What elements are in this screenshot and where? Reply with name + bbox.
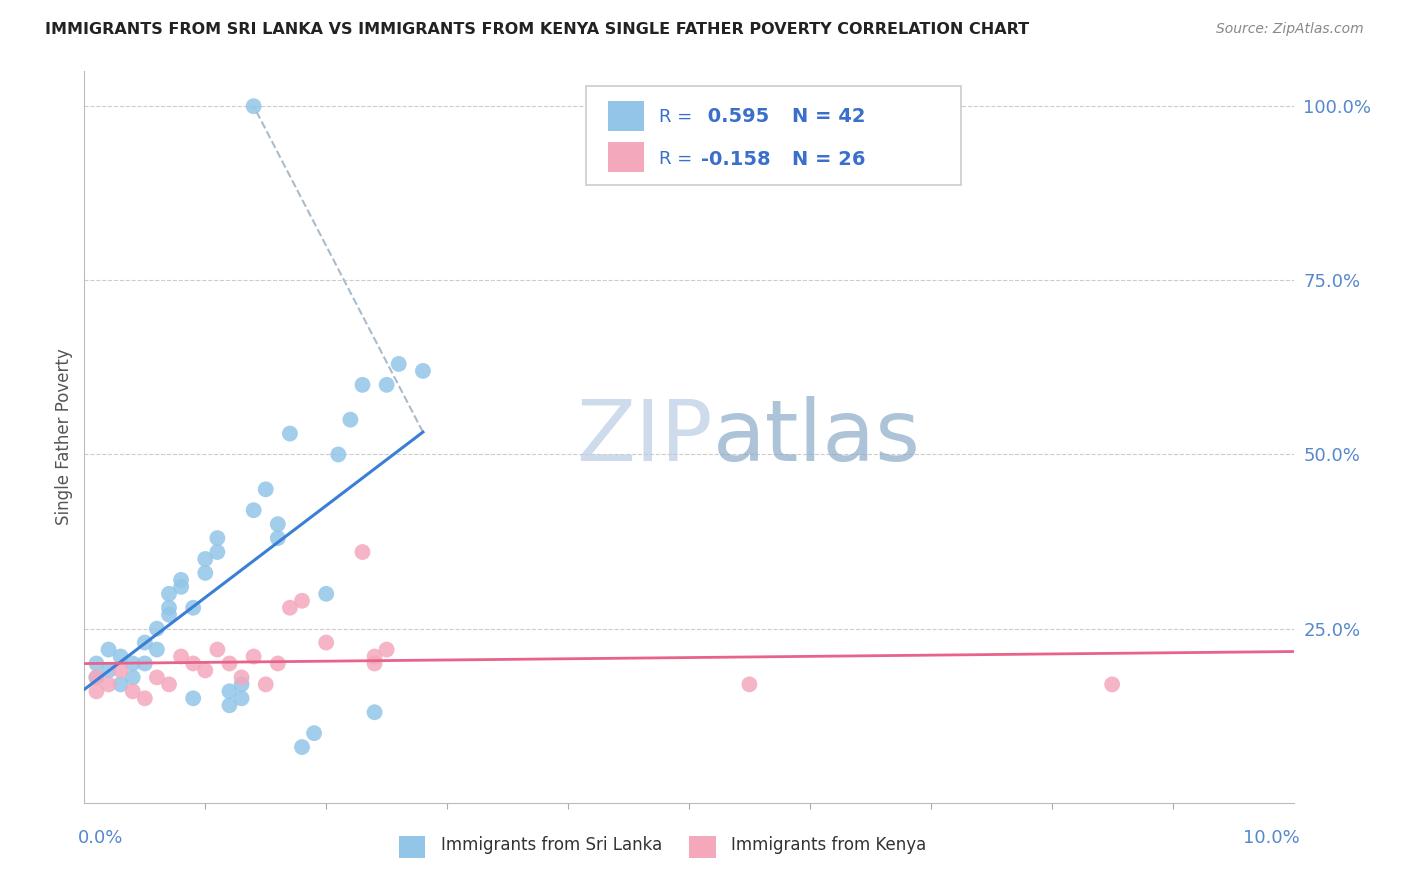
Point bbox=[231, 670, 253, 684]
Point bbox=[194, 552, 217, 566]
Point bbox=[339, 412, 361, 426]
Point bbox=[315, 587, 337, 601]
Point bbox=[291, 594, 314, 608]
Point bbox=[86, 670, 108, 684]
Point bbox=[328, 448, 350, 462]
Point bbox=[146, 642, 169, 657]
Text: Immigrants from Sri Lanka: Immigrants from Sri Lanka bbox=[441, 836, 662, 855]
Point bbox=[738, 677, 761, 691]
Point bbox=[97, 677, 120, 691]
Point bbox=[278, 600, 301, 615]
Point bbox=[388, 357, 411, 371]
Point bbox=[267, 517, 290, 532]
Point bbox=[170, 580, 193, 594]
Point bbox=[412, 364, 434, 378]
Text: ZIP: ZIP bbox=[576, 395, 713, 479]
Text: 10.0%: 10.0% bbox=[1243, 829, 1299, 847]
Point bbox=[207, 642, 229, 657]
Point bbox=[375, 642, 398, 657]
Point bbox=[134, 691, 156, 706]
Point bbox=[242, 99, 264, 113]
Point bbox=[86, 684, 108, 698]
Point bbox=[146, 622, 169, 636]
Point bbox=[278, 426, 301, 441]
Point bbox=[157, 677, 180, 691]
Point bbox=[170, 649, 193, 664]
Point bbox=[254, 483, 277, 497]
Point bbox=[207, 545, 229, 559]
Point bbox=[375, 377, 398, 392]
Text: 0.0%: 0.0% bbox=[79, 829, 124, 847]
Text: 0.595: 0.595 bbox=[702, 107, 769, 126]
Point bbox=[121, 670, 143, 684]
Point bbox=[181, 600, 204, 615]
Point bbox=[267, 531, 290, 545]
Point bbox=[363, 705, 385, 719]
Point bbox=[315, 635, 337, 649]
Point bbox=[302, 726, 325, 740]
Point bbox=[1101, 677, 1123, 691]
Text: atlas: atlas bbox=[713, 395, 921, 479]
Point bbox=[194, 566, 217, 580]
Y-axis label: Single Father Poverty: Single Father Poverty bbox=[55, 349, 73, 525]
Point bbox=[146, 670, 169, 684]
Point bbox=[363, 649, 385, 664]
Text: -0.158: -0.158 bbox=[702, 150, 770, 169]
Point bbox=[218, 684, 240, 698]
Point bbox=[194, 664, 217, 678]
Point bbox=[110, 649, 132, 664]
Point bbox=[242, 503, 264, 517]
Point bbox=[363, 657, 385, 671]
FancyBboxPatch shape bbox=[689, 836, 716, 858]
FancyBboxPatch shape bbox=[607, 101, 644, 131]
FancyBboxPatch shape bbox=[399, 836, 426, 858]
Point bbox=[218, 698, 240, 713]
Point bbox=[134, 657, 156, 671]
Point bbox=[218, 657, 240, 671]
Point bbox=[121, 657, 143, 671]
Point bbox=[110, 664, 132, 678]
Point bbox=[86, 670, 108, 684]
Point bbox=[207, 531, 229, 545]
Point bbox=[231, 677, 253, 691]
Point bbox=[97, 664, 120, 678]
Text: R =: R = bbox=[659, 108, 692, 126]
Point bbox=[157, 607, 180, 622]
Point bbox=[157, 587, 180, 601]
Text: IMMIGRANTS FROM SRI LANKA VS IMMIGRANTS FROM KENYA SINGLE FATHER POVERTY CORRELA: IMMIGRANTS FROM SRI LANKA VS IMMIGRANTS … bbox=[45, 22, 1029, 37]
Point bbox=[110, 677, 132, 691]
Text: N = 42: N = 42 bbox=[792, 107, 865, 126]
Point bbox=[181, 691, 204, 706]
Point bbox=[242, 649, 264, 664]
Point bbox=[121, 684, 143, 698]
FancyBboxPatch shape bbox=[607, 142, 644, 172]
Point bbox=[254, 677, 277, 691]
Point bbox=[267, 657, 290, 671]
Point bbox=[352, 377, 374, 392]
Point bbox=[134, 635, 156, 649]
Point bbox=[181, 657, 204, 671]
Text: N = 26: N = 26 bbox=[792, 150, 865, 169]
Text: Source: ZipAtlas.com: Source: ZipAtlas.com bbox=[1216, 22, 1364, 37]
Point bbox=[231, 691, 253, 706]
Point bbox=[86, 657, 108, 671]
Point bbox=[157, 600, 180, 615]
FancyBboxPatch shape bbox=[586, 86, 962, 185]
Point bbox=[170, 573, 193, 587]
Point bbox=[352, 545, 374, 559]
Text: Immigrants from Kenya: Immigrants from Kenya bbox=[731, 836, 927, 855]
Text: R =: R = bbox=[659, 150, 692, 168]
Point bbox=[291, 740, 314, 755]
Point bbox=[97, 642, 120, 657]
